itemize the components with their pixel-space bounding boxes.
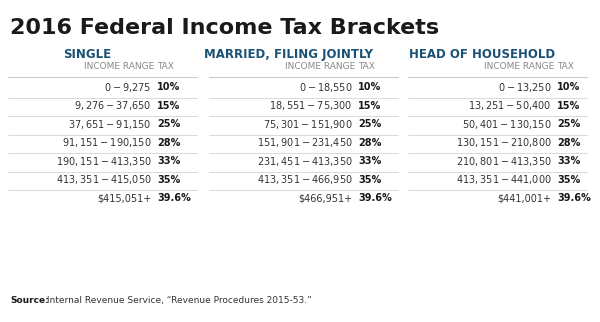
Text: 33%: 33% [358,156,382,166]
Text: $466,951+: $466,951+ [298,193,352,203]
Text: INCOME RANGE: INCOME RANGE [484,62,554,71]
Text: 15%: 15% [157,101,181,111]
Text: INCOME RANGE: INCOME RANGE [285,62,355,71]
Text: 35%: 35% [557,175,581,185]
Text: $0 -  $13,250: $0 - $13,250 [498,81,551,94]
Text: $190,151 - $413,350: $190,151 - $413,350 [56,155,151,168]
Text: $13,251 -  $50,400: $13,251 - $50,400 [468,99,551,112]
Text: TAX: TAX [557,62,574,71]
Text: 25%: 25% [157,119,181,129]
Text: 15%: 15% [358,101,382,111]
Text: MARRIED, FILING JOINTLY: MARRIED, FILING JOINTLY [203,48,373,61]
Text: Internal Revenue Service, “Revenue Procedures 2015-53.”: Internal Revenue Service, “Revenue Proce… [44,296,311,305]
Text: 25%: 25% [557,119,581,129]
Text: 28%: 28% [157,138,181,148]
Text: 25%: 25% [358,119,382,129]
Text: 35%: 35% [358,175,382,185]
Text: $413,351 - $415,050: $413,351 - $415,050 [56,173,151,186]
Text: $413,351 - $441,000: $413,351 - $441,000 [455,173,551,186]
Text: $50,401 - $130,150: $50,401 - $130,150 [462,118,551,131]
Text: 28%: 28% [557,138,581,148]
Text: Source:: Source: [10,296,49,305]
Text: 2016 Federal Income Tax Brackets: 2016 Federal Income Tax Brackets [10,18,439,38]
Text: $91,151 - $190,150: $91,151 - $190,150 [62,136,151,149]
Text: $210,801 - $413,350: $210,801 - $413,350 [455,155,551,168]
Text: 33%: 33% [157,156,181,166]
Text: 15%: 15% [557,101,581,111]
Text: 10%: 10% [157,82,181,92]
Text: SINGLE: SINGLE [63,48,111,61]
Text: INCOME RANGE: INCOME RANGE [84,62,154,71]
Text: 10%: 10% [557,82,581,92]
Text: 39.6%: 39.6% [157,193,191,203]
Text: $9,276 -  $37,650: $9,276 - $37,650 [74,99,151,112]
Text: TAX: TAX [157,62,174,71]
Text: $18,551 -  $75,300: $18,551 - $75,300 [269,99,352,112]
Text: 33%: 33% [557,156,581,166]
Text: $75,301 - $151,900: $75,301 - $151,900 [263,118,352,131]
Text: $0 -  $18,550: $0 - $18,550 [299,81,352,94]
Text: HEAD OF HOUSEHOLD: HEAD OF HOUSEHOLD [409,48,556,61]
Text: $151,901 - $231,450: $151,901 - $231,450 [257,136,352,149]
Text: 39.6%: 39.6% [358,193,392,203]
Text: $130,151 - $210,800: $130,151 - $210,800 [455,136,551,149]
Text: $441,001+: $441,001+ [497,193,551,203]
Text: 35%: 35% [157,175,181,185]
Text: 28%: 28% [358,138,382,148]
Text: 10%: 10% [358,82,382,92]
Text: $37,651 -  $91,150: $37,651 - $91,150 [68,118,151,131]
Text: $415,051+: $415,051+ [97,193,151,203]
Text: $413,351 - $466,950: $413,351 - $466,950 [257,173,352,186]
Text: 39.6%: 39.6% [557,193,591,203]
Text: $231,451 - $413,350: $231,451 - $413,350 [257,155,352,168]
Text: $0 -  $9,275: $0 - $9,275 [104,81,151,94]
Text: TAX: TAX [358,62,375,71]
